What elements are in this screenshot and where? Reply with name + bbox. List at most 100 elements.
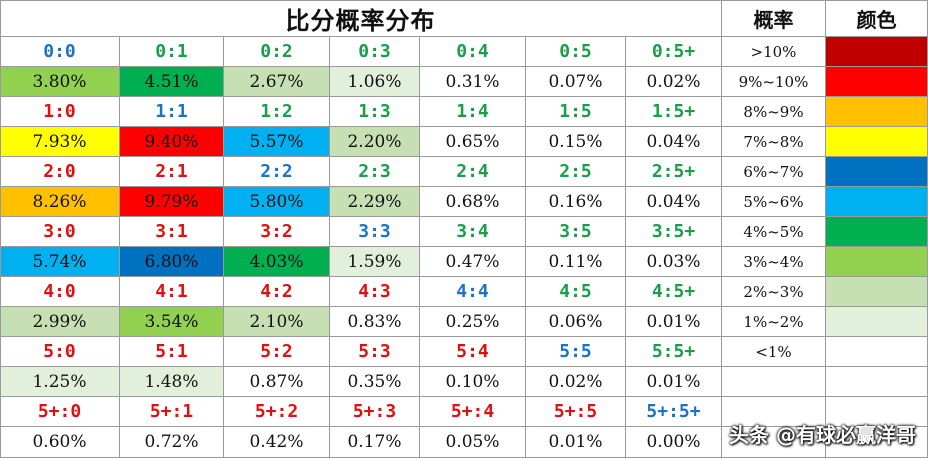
score-label: 4:1 xyxy=(120,277,224,307)
probability-value: 0.72% xyxy=(120,427,224,458)
score-label: 5+:1 xyxy=(120,397,224,427)
probability-value: 1.59% xyxy=(330,247,420,277)
legend-swatch xyxy=(826,127,928,157)
score-label: 3:3 xyxy=(330,217,420,247)
legend-range: <1% xyxy=(722,337,826,367)
legend-swatch xyxy=(826,217,928,247)
probability-value: 0.10% xyxy=(420,367,526,397)
legend-range: 9%~10% xyxy=(722,67,826,97)
probability-value: 0.87% xyxy=(224,367,330,397)
table-title: 比分概率分布 xyxy=(0,0,722,37)
probability-value: 0.03% xyxy=(626,247,722,277)
probability-value: 0.60% xyxy=(0,427,120,458)
legend-swatch xyxy=(826,187,928,217)
score-label: 5+:2 xyxy=(224,397,330,427)
score-label: 2:0 xyxy=(0,157,120,187)
score-label: 1:2 xyxy=(224,97,330,127)
probability-value: 3.80% xyxy=(0,67,120,97)
score-label: 1:1 xyxy=(120,97,224,127)
legend-swatch xyxy=(826,67,928,97)
score-label: 5:3 xyxy=(330,337,420,367)
score-label: 1:5+ xyxy=(626,97,722,127)
probability-value: 0.01% xyxy=(526,427,626,458)
score-label: 5+:5+ xyxy=(626,397,722,427)
probability-value: 2.99% xyxy=(0,307,120,337)
probability-value: 2.29% xyxy=(330,187,420,217)
legend-range: 6%~7% xyxy=(722,157,826,187)
score-label: 5+:4 xyxy=(420,397,526,427)
probability-value: 3.54% xyxy=(120,307,224,337)
legend-empty xyxy=(722,367,826,397)
probability-value: 0.02% xyxy=(626,67,722,97)
probability-value: 0.04% xyxy=(626,187,722,217)
score-label: 5:5+ xyxy=(626,337,722,367)
probability-value: 0.68% xyxy=(420,187,526,217)
probability-value: 0.25% xyxy=(420,307,526,337)
legend-swatch xyxy=(826,157,928,187)
probability-value: 5.80% xyxy=(224,187,330,217)
score-label: 3:4 xyxy=(420,217,526,247)
probability-value: 7.93% xyxy=(0,127,120,157)
probability-value: 0.01% xyxy=(626,307,722,337)
probability-value: 1.48% xyxy=(120,367,224,397)
probability-value: 1.06% xyxy=(330,67,420,97)
legend-swatch xyxy=(826,37,928,67)
legend-swatch xyxy=(826,337,928,367)
score-label: 0:3 xyxy=(330,37,420,67)
score-label: 2:5+ xyxy=(626,157,722,187)
probability-value: 0.07% xyxy=(526,67,626,97)
score-label: 5:5 xyxy=(526,337,626,367)
score-label: 0:0 xyxy=(0,37,120,67)
probability-value: 5.57% xyxy=(224,127,330,157)
score-label: 4:3 xyxy=(330,277,420,307)
score-label: 4:5 xyxy=(526,277,626,307)
legend-swatch xyxy=(826,247,928,277)
probability-value: 0.11% xyxy=(526,247,626,277)
legend-range: 4%~5% xyxy=(722,217,826,247)
probability-value: 9.79% xyxy=(120,187,224,217)
probability-value: 6.80% xyxy=(120,247,224,277)
probability-value: 4.03% xyxy=(224,247,330,277)
score-label: 4:5+ xyxy=(626,277,722,307)
score-label: 5+:5 xyxy=(526,397,626,427)
probability-value: 0.31% xyxy=(420,67,526,97)
legend-range: 5%~6% xyxy=(722,187,826,217)
probability-value: 0.04% xyxy=(626,127,722,157)
score-label: 4:2 xyxy=(224,277,330,307)
score-label: 4:0 xyxy=(0,277,120,307)
probability-value: 0.42% xyxy=(224,427,330,458)
probability-value: 0.05% xyxy=(420,427,526,458)
legend-swatch xyxy=(826,97,928,127)
score-label: 5+:0 xyxy=(0,397,120,427)
probability-value: 1.25% xyxy=(0,367,120,397)
legend-range: 1%~2% xyxy=(722,307,826,337)
score-label: 2:5 xyxy=(526,157,626,187)
probability-value: 0.00% xyxy=(626,427,722,458)
score-label: 2:3 xyxy=(330,157,420,187)
score-label: 2:2 xyxy=(224,157,330,187)
probability-value: 9.40% xyxy=(120,127,224,157)
probability-value: 4.51% xyxy=(120,67,224,97)
legend-range: 7%~8% xyxy=(722,127,826,157)
probability-value: 2.10% xyxy=(224,307,330,337)
probability-value: 0.35% xyxy=(330,367,420,397)
probability-value: 5.74% xyxy=(0,247,120,277)
legend-empty xyxy=(722,397,826,427)
score-label: 4:4 xyxy=(420,277,526,307)
legend-range: >10% xyxy=(722,37,826,67)
probability-value: 0.06% xyxy=(526,307,626,337)
score-label: 0:2 xyxy=(224,37,330,67)
score-label: 3:2 xyxy=(224,217,330,247)
score-label: 0:5 xyxy=(526,37,626,67)
legend-empty xyxy=(826,367,928,397)
probability-value: 0.02% xyxy=(526,367,626,397)
probability-value: 0.65% xyxy=(420,127,526,157)
score-label: 5:4 xyxy=(420,337,526,367)
score-label: 0:4 xyxy=(420,37,526,67)
score-label: 5:0 xyxy=(0,337,120,367)
legend-swatch xyxy=(826,307,928,337)
probability-value: 0.15% xyxy=(526,127,626,157)
score-label: 3:5 xyxy=(526,217,626,247)
score-label: 3:0 xyxy=(0,217,120,247)
probability-value: 0.17% xyxy=(330,427,420,458)
